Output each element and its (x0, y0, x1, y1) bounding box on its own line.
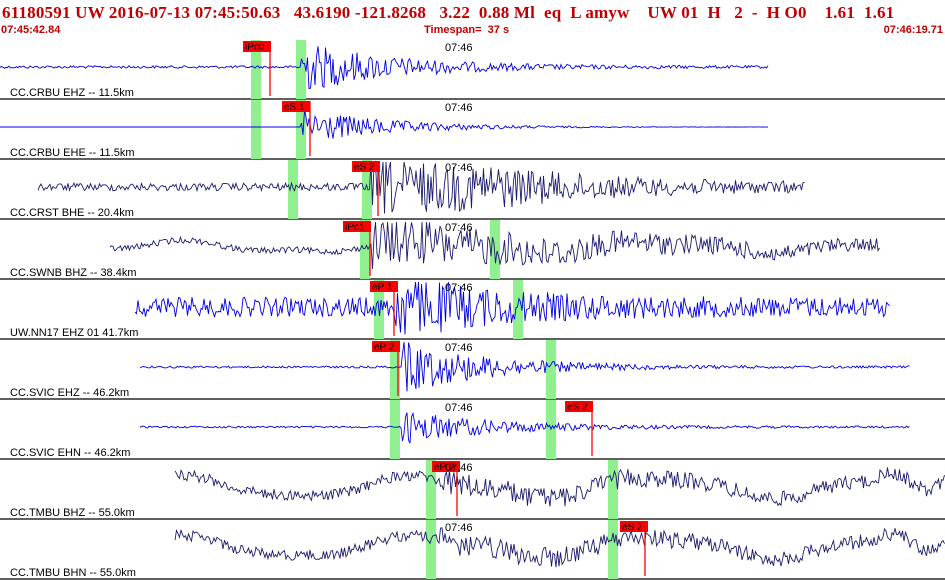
seismic-trace (139, 341, 910, 392)
trace-panel: iPc1 07:46 CC.SWNB BHZ -- 38.4km (0, 220, 945, 280)
pick-flag (352, 161, 380, 172)
station-label: CC.TMBU BHN -- 55.0km (10, 567, 136, 579)
end-time: 07:46:19.71 (883, 24, 943, 36)
time-label: 07:46 (445, 282, 473, 294)
pick-flag (343, 221, 371, 232)
phase-window (426, 460, 436, 519)
pick-flag (243, 41, 271, 52)
pick-flag (282, 101, 310, 112)
trace-panel: eS 2 07:46 CC.TMBU BHN -- 55.0km (0, 520, 945, 580)
seismic-trace (0, 109, 769, 139)
pick-flag (370, 281, 398, 292)
seismic-trace (139, 411, 910, 444)
phase-window (360, 220, 370, 279)
trace-panel: eS 1 07:46 CC.CRBU EHE -- 11.5km (0, 100, 945, 160)
phase-window (608, 520, 618, 579)
phase-window (390, 400, 400, 459)
start-time: 07:45:42.84 (1, 24, 61, 36)
pick-label: eS 2 (622, 522, 643, 533)
pick-label: eP 1 (372, 282, 393, 293)
seismic-trace (109, 221, 880, 270)
pick-label: eS 2 (354, 162, 375, 173)
station-label: CC.SWNB BHZ -- 38.4km (10, 267, 137, 279)
station-label: CC.CRBU EHE -- 11.5km (10, 147, 134, 159)
timespan: Timespan= 37 s (424, 24, 510, 36)
phase-window (251, 40, 261, 99)
time-label: 07:46 (445, 462, 473, 474)
phase-window (362, 160, 372, 219)
time-label: 07:46 (445, 162, 473, 174)
seismic-trace (0, 46, 769, 90)
trace-panel: eP 2 07:46 CC.SVIC EHZ -- 46.2km (0, 340, 945, 400)
pick-flag (432, 461, 460, 472)
pick-label: eP 2 (434, 462, 455, 473)
pick-label: iPc0 (245, 42, 265, 53)
seismic-trace (37, 160, 805, 214)
station-label: UW.NN17 EHZ 01 41.7km (10, 327, 138, 339)
event-title: 61180591 UW 2016-07-13 07:45:50.63 43.61… (2, 3, 895, 22)
seismic-trace (174, 527, 945, 568)
phase-window (513, 280, 523, 339)
phase-window (608, 460, 618, 519)
seismic-trace (134, 281, 890, 335)
time-label: 07:46 (445, 222, 473, 234)
trace-panel: eP 1 07:46 UW.NN17 EHZ 01 41.7km (0, 280, 945, 340)
station-label: CC.SVIC EHZ -- 46.2km (10, 387, 129, 399)
pick-label: eS 1 (284, 102, 305, 113)
time-label: 07:46 (445, 402, 473, 414)
station-label: CC.SVIC EHN -- 46.2km (10, 447, 130, 459)
time-label: 07:46 (445, 342, 473, 354)
pick-flag (620, 521, 648, 532)
phase-window (296, 40, 306, 99)
pick-flag (565, 401, 593, 412)
phase-window (288, 160, 298, 219)
trace-panel: iPc0 07:46 CC.CRBU EHZ -- 11.5km (0, 40, 945, 100)
phase-window (490, 220, 500, 279)
trace-panel: eP 207:46 CC.TMBU BHZ -- 55.0km (0, 460, 945, 520)
pick-label: eP 2 (374, 342, 395, 353)
time-label: 07:46 (445, 522, 473, 534)
event-header: 61180591 UW 2016-07-13 07:45:50.63 43.61… (0, 0, 945, 38)
pick-label: iPc1 (345, 222, 365, 233)
pick-label: eS 2 (567, 402, 588, 413)
time-label: 07:46 (445, 102, 473, 114)
seismic-trace (174, 467, 945, 507)
trace-panel: eS 2 07:46 CC.CRST BHE -- 20.4km (0, 160, 945, 220)
station-label: CC.TMBU BHZ -- 55.0km (10, 507, 135, 519)
trace-panel: eS 2 07:46 CC.SVIC EHN -- 46.2km (0, 400, 945, 460)
pick-flag (372, 341, 400, 352)
station-label: CC.CRST BHE -- 20.4km (10, 207, 134, 219)
phase-window (251, 100, 261, 159)
phase-window (296, 100, 306, 159)
time-label: 07:46 (445, 42, 473, 54)
phase-window (426, 520, 436, 579)
station-label: CC.CRBU EHZ -- 11.5km (10, 87, 134, 99)
phase-window (390, 340, 400, 399)
phase-window (546, 340, 556, 399)
